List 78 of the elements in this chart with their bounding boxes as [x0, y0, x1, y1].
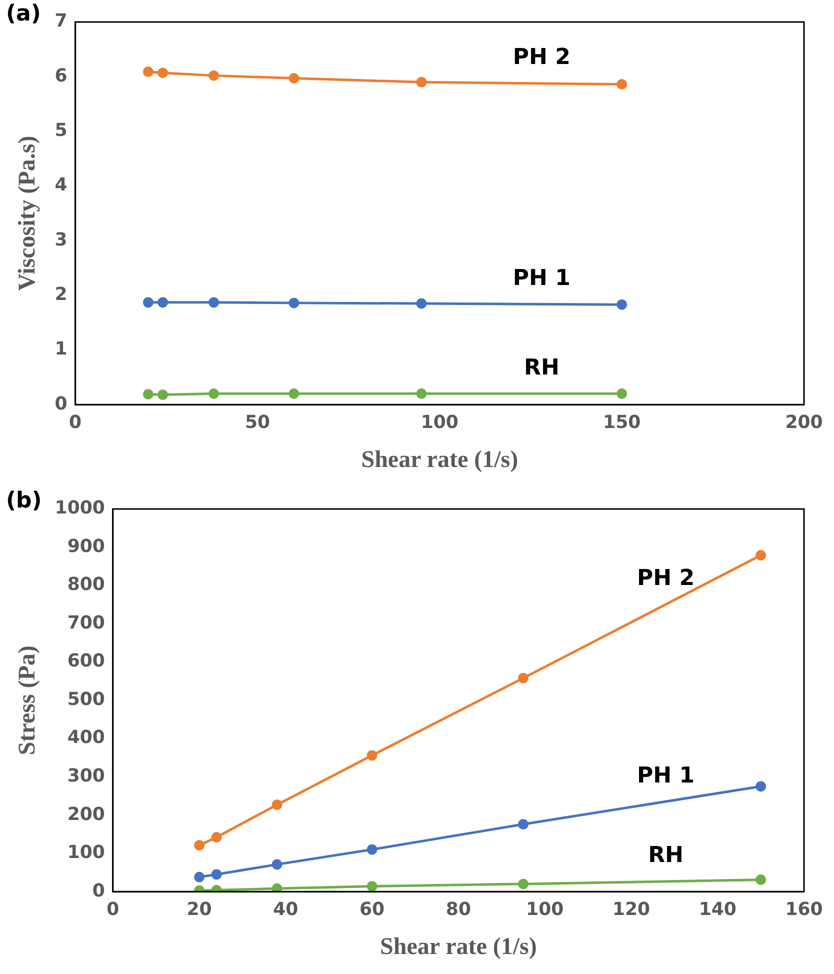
point	[616, 79, 628, 90]
point	[288, 388, 300, 399]
point	[756, 874, 766, 885]
series-label: PH 1	[512, 266, 570, 291]
point	[616, 388, 628, 399]
point	[208, 70, 220, 81]
y-tick-label: 300	[67, 765, 105, 786]
point	[272, 859, 282, 870]
y-tick-label: 3	[54, 229, 68, 250]
point	[756, 781, 766, 792]
x-axis-title: Shear rate (1/s)	[361, 446, 518, 473]
series-label: RH	[648, 843, 684, 868]
x-tick-label: 150	[603, 412, 641, 434]
x-tick-label: 50	[244, 412, 270, 434]
x-axis-title: Shear rate (1/s)	[380, 934, 537, 960]
y-tick-label: 900	[67, 536, 105, 557]
point	[616, 299, 628, 310]
x-tick-label: 160	[785, 899, 823, 920]
y-tick-label: 5	[54, 120, 68, 141]
y-tick-label: 600	[67, 650, 105, 672]
x-tick-label: 60	[360, 899, 385, 920]
x-tick-label: 80	[446, 899, 471, 920]
point	[142, 66, 154, 77]
y-tick-label: 1000	[54, 498, 105, 519]
point	[518, 672, 528, 684]
point	[288, 298, 300, 308]
point	[288, 73, 300, 84]
chart-title: (b)	[6, 488, 42, 514]
series-label: PH 2	[512, 45, 570, 70]
point	[756, 550, 766, 561]
point	[211, 869, 222, 880]
y-tick-label: 500	[67, 688, 105, 710]
x-tick-label: 100	[420, 412, 458, 434]
x-tick-label: 40	[273, 899, 298, 920]
y-tick-label: 400	[67, 727, 105, 748]
point	[366, 750, 378, 761]
y-tick-label: 6	[54, 65, 68, 86]
point	[158, 390, 168, 400]
y-tick-label: 2	[54, 284, 68, 305]
point	[208, 388, 220, 399]
point	[194, 840, 205, 851]
y-axis-title: Viscosity (Pa.s)	[14, 136, 41, 291]
x-tick-label: 200	[785, 412, 823, 434]
point	[416, 76, 427, 88]
point	[211, 832, 222, 843]
point	[518, 878, 528, 890]
x-tick-label: 20	[186, 899, 212, 920]
series-label: PH 2	[637, 566, 695, 592]
point	[208, 297, 220, 308]
point	[194, 872, 205, 882]
point	[416, 388, 427, 399]
series-label: PH 1	[637, 763, 695, 788]
series-label: RH	[524, 355, 560, 380]
y-tick-label: 4	[54, 174, 68, 196]
point	[366, 880, 378, 892]
point	[416, 298, 427, 309]
y-tick-label: 100	[67, 842, 105, 864]
y-tick-label: 7	[54, 10, 68, 32]
x-tick-label: 120	[612, 899, 650, 920]
point	[518, 819, 528, 830]
x-tick-label: 0	[106, 899, 120, 920]
y-tick-label: 0	[54, 393, 68, 414]
y-axis-title: Stress (Pa)	[14, 646, 41, 756]
point	[158, 297, 168, 308]
point	[272, 800, 282, 810]
point	[142, 388, 154, 400]
y-tick-label: 700	[67, 612, 105, 634]
x-tick-label: 100	[526, 899, 564, 920]
y-tick-label: 200	[67, 804, 105, 825]
y-tick-label: 0	[92, 880, 105, 902]
y-tick-label: 800	[67, 574, 105, 596]
point	[158, 68, 168, 78]
y-tick-label: 1	[54, 338, 68, 360]
x-tick-label: 140	[698, 899, 736, 920]
chart-title: (a)	[6, 2, 41, 27]
point	[272, 883, 282, 892]
point	[366, 844, 378, 855]
point	[142, 297, 154, 308]
